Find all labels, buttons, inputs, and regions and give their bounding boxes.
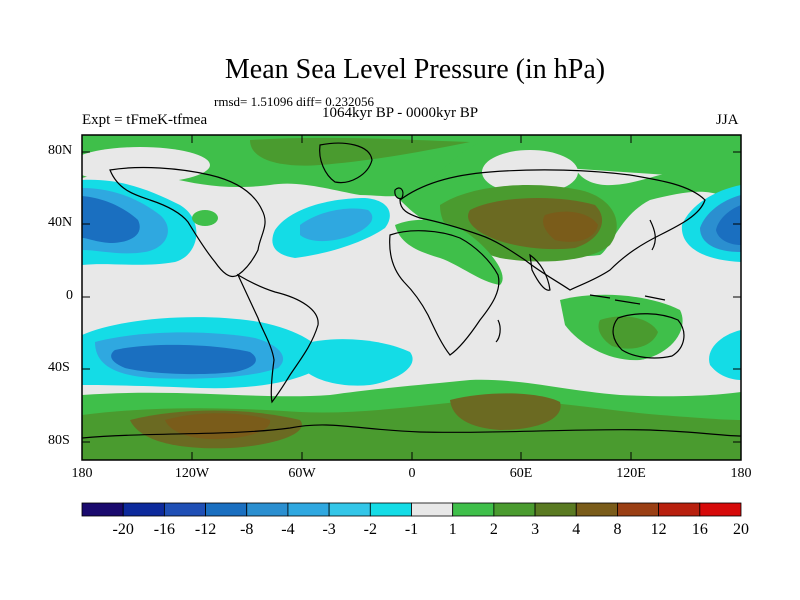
chart-title: Mean Sea Level Pressure (in hPa) (224, 54, 606, 85)
field-green-spot (192, 210, 218, 226)
coast-australia (612, 313, 685, 359)
colorbar (81, 502, 742, 517)
field-arctic-olive (250, 137, 470, 166)
coast-indonesia (589, 294, 666, 305)
y-ticks (82, 151, 741, 443)
coast-madagascar (495, 319, 501, 343)
colorbar-swatch (699, 502, 742, 517)
colorbar-swatch (369, 502, 412, 517)
colorbar-label: -4 (281, 521, 295, 538)
colorbar-swatch (163, 502, 206, 517)
colorbar-label: -3 (322, 521, 336, 538)
colorbar-label: 12 (650, 521, 667, 538)
x-ticks (81, 135, 742, 460)
colorbar-label: -20 (112, 521, 134, 538)
y-tick-label: 80S (48, 433, 70, 448)
colorbar-label: 2 (489, 521, 498, 538)
coast-north-america (109, 166, 266, 278)
x-tick-label: 120W (174, 466, 210, 481)
coast-india (529, 253, 551, 291)
y-tick-label: 40S (48, 360, 70, 375)
colorbar-swatch (246, 502, 289, 517)
field-npacific-darkblue-east (716, 205, 741, 245)
field-indian-olive (598, 316, 658, 349)
colorbar-swatch (493, 502, 536, 517)
colorbar-label: -1 (404, 521, 419, 538)
field-natlantic-lightblue (300, 208, 373, 242)
colorbar-label: 3 (531, 521, 540, 538)
coast-japan (649, 219, 656, 251)
colorbar-swatch (287, 502, 330, 517)
field-arctic-neutral-west (82, 147, 210, 183)
x-tick-label: 180 (730, 466, 752, 481)
colorbar-label: 16 (691, 521, 708, 538)
colorbar-swatch (534, 502, 577, 517)
colorbar-label: -2 (363, 521, 377, 538)
colorbar-swatch (617, 502, 660, 517)
colorbar-swatch (205, 502, 248, 517)
coast-greenland (319, 142, 373, 184)
colorbar-swatch (122, 502, 165, 517)
colorbar-label: 1 (448, 521, 457, 538)
period-line: 1064kyr BP - 0000kyr BP (322, 105, 479, 121)
x-tick-label: 60W (288, 466, 316, 481)
field-spacific-blue (111, 344, 256, 375)
field-asia-brown (543, 211, 598, 242)
field-satlantic-cyan (300, 339, 413, 386)
stats-line: rmsd= 1.51096 diff= 0.232056 (214, 94, 374, 109)
colorbar-swatch (575, 502, 618, 517)
season-label: JJA (716, 112, 739, 128)
coast-antarctica (82, 424, 741, 439)
field-arctic-neutral-east (482, 150, 578, 194)
pressure-field (82, 135, 741, 460)
x-tick-label: 120E (616, 466, 646, 481)
colorbar-swatch (411, 502, 454, 517)
y-tick-label: 0 (66, 288, 73, 303)
colorbar-label: -16 (153, 521, 176, 538)
x-tick-label: 180 (71, 466, 93, 481)
x-tick-label: 60E (509, 466, 533, 481)
field-south-darkbrown (165, 413, 271, 440)
field-south-brown-east (450, 393, 561, 430)
colorbar-swatch (658, 502, 701, 517)
colorbar-label: 4 (572, 521, 581, 538)
y-tick-label: 40N (48, 215, 73, 230)
colorbar-swatch (452, 502, 495, 517)
colorbar-label: 20 (733, 521, 749, 538)
x-tick-label: 0 (408, 466, 416, 481)
colorbar-label: -8 (240, 521, 254, 538)
field-spacific-cyan-east (709, 330, 741, 380)
field-npacific-blue-west (82, 196, 140, 243)
y-tick-label: 80N (48, 143, 73, 158)
coast-eurasia (399, 169, 706, 291)
colorbar-swatch (328, 502, 371, 517)
colorbar-label: -12 (194, 521, 217, 538)
colorbar-label: 8 (613, 521, 622, 538)
experiment-label: Expt = tFmeK-tfmea (82, 112, 208, 128)
colorbar-swatch (81, 502, 124, 517)
field-nafrica-green (395, 219, 503, 285)
coast-south-america (236, 273, 319, 404)
coastlines (82, 142, 741, 439)
coast-africa (389, 230, 500, 356)
coast-uk (394, 187, 404, 200)
